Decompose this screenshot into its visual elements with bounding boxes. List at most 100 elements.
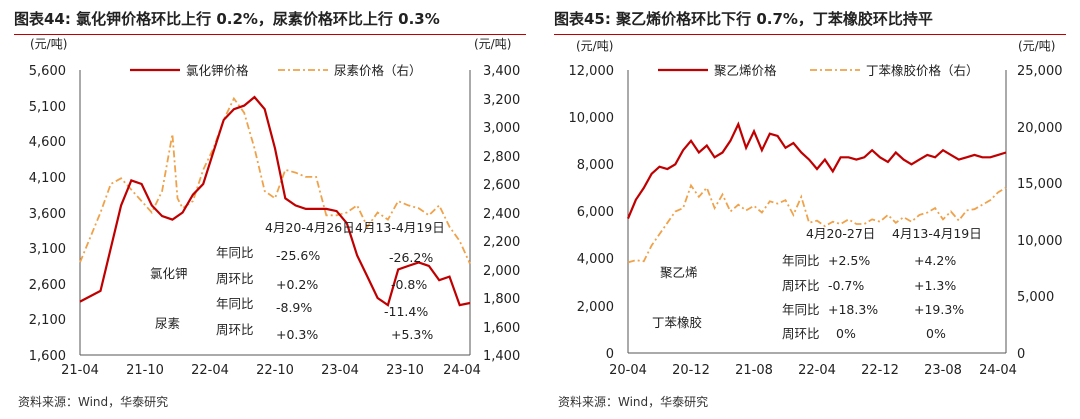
x-tick-label: 21-04 <box>61 363 99 378</box>
metric-value: +18.3% <box>828 302 878 317</box>
series-label: 丁苯橡胶 <box>652 315 702 330</box>
right-tick-label: 1,400 <box>483 349 520 364</box>
series-label: 氯化钾 <box>150 266 188 281</box>
left-tick-label: 3,600 <box>29 207 66 222</box>
metric-label: 周环比 <box>782 278 820 293</box>
left-tick-label: 10,000 <box>569 111 615 126</box>
title-divider <box>554 34 1066 35</box>
right-tick-label: 2,000 <box>483 264 520 279</box>
right-tick-label: 2,600 <box>483 178 520 193</box>
series-line-urea <box>79 96 471 265</box>
metric-label: 年同比 <box>782 302 820 317</box>
x-tick-label: 23-04 <box>321 363 359 378</box>
title-divider <box>14 34 526 35</box>
x-tick-label: 22-04 <box>798 363 836 378</box>
metric-value: -0.7% <box>828 278 864 293</box>
metric-label: 周环比 <box>216 271 254 286</box>
right-axis-unit: (元/吨) <box>474 37 511 51</box>
left-axis-unit: (元/吨) <box>576 39 613 53</box>
series-label: 聚乙烯 <box>660 265 698 280</box>
metric-value: +2.5% <box>828 253 870 268</box>
left-tick-label: 8,000 <box>577 158 614 173</box>
x-tick-label: 22-04 <box>191 363 229 378</box>
right-tick-label: 1,600 <box>483 321 520 336</box>
x-tick-label: 21-08 <box>735 363 773 378</box>
series-line-potash <box>79 95 471 307</box>
legend: 聚乙烯价格 丁苯橡胶价格（右） <box>658 63 979 78</box>
left-tick-label: 2,600 <box>29 278 66 293</box>
annotation-table: 4月20-4月26日 4月13-4月19日 氯化钾 尿素 年同比 -25.6% … <box>150 220 445 342</box>
series-line-sbr <box>627 183 1007 264</box>
chart-title: 图表44: 氯化钾价格环比上行 0.2%，尿素价格环比上行 0.3% <box>14 10 440 28</box>
right-tick-label: 3,200 <box>483 93 520 108</box>
right-tick-label: 10,000 <box>1017 234 1063 249</box>
legend-label-potash: 氯化钾价格 <box>186 63 249 78</box>
chart-panel-pe-sbr: 图表45: 聚乙烯价格环比下行 0.7%，丁苯橡胶环比持平 (元/吨) (元/吨… <box>540 0 1080 419</box>
left-tick-label: 4,000 <box>577 252 614 267</box>
metric-value: -0.8% <box>391 277 427 292</box>
left-tick-label: 2,000 <box>577 300 614 315</box>
left-tick-label: 12,000 <box>569 64 615 79</box>
right-tick-label: 3,000 <box>483 121 520 136</box>
right-tick-label: 2,400 <box>483 207 520 222</box>
metric-label: 年同比 <box>782 253 820 268</box>
metric-value: 0% <box>926 326 946 341</box>
left-tick-label: 4,600 <box>29 135 66 150</box>
metric-label: 周环比 <box>782 326 820 341</box>
metric-value: -8.9% <box>276 300 312 315</box>
chart-title: 图表45: 聚乙烯价格环比下行 0.7%，丁苯橡胶环比持平 <box>554 10 933 28</box>
x-tick-label: 23-08 <box>924 363 962 378</box>
right-tick-label: 15,000 <box>1017 177 1063 192</box>
annotation-table: 4月20-27日 4月13-4月19日 聚乙烯 丁苯橡胶 年同比 +2.5% +… <box>652 226 982 341</box>
right-y-ticks: 25,000 20,000 15,000 10,000 5,000 0 <box>1017 64 1063 362</box>
left-tick-label: 5,600 <box>29 64 66 79</box>
left-tick-label: 3,100 <box>29 242 66 257</box>
x-tick-label: 22-12 <box>861 363 899 378</box>
metric-label: 年同比 <box>216 296 254 311</box>
right-tick-label: 5,000 <box>1017 290 1054 305</box>
metric-label: 年同比 <box>216 245 254 260</box>
legend: 氯化钾价格 尿素价格（右） <box>130 63 422 78</box>
left-tick-label: 4,100 <box>29 171 66 186</box>
metric-value: 0% <box>836 326 856 341</box>
x-tick-label: 20-04 <box>609 363 647 378</box>
left-tick-label: 0 <box>606 347 614 362</box>
series-label: 尿素 <box>155 316 180 331</box>
right-tick-label: 20,000 <box>1017 121 1063 136</box>
x-tick-label: 24-04 <box>979 363 1017 378</box>
right-axis-unit: (元/吨) <box>1018 39 1055 53</box>
metric-value: -11.4% <box>384 304 428 319</box>
left-axis-unit: (元/吨) <box>30 37 67 51</box>
left-y-ticks: 12,000 10,000 8,000 6,000 4,000 2,000 0 <box>569 64 615 362</box>
metric-value: +0.3% <box>276 327 318 342</box>
period-header: 4月20-4月26日 <box>265 220 355 235</box>
right-tick-label: 3,400 <box>483 64 520 79</box>
period-header: 4月13-4月19日 <box>355 220 445 235</box>
metric-value: +1.3% <box>914 278 956 293</box>
left-tick-label: 5,100 <box>29 100 66 115</box>
x-tick-label: 24-04 <box>443 363 481 378</box>
source-note: 资料来源：Wind，华泰研究 <box>558 395 709 409</box>
period-header: 4月20-27日 <box>806 226 875 241</box>
left-tick-label: 1,600 <box>29 349 66 364</box>
metric-label: 周环比 <box>216 322 254 337</box>
chart-svg: (元/吨) (元/吨) 12,000 10,000 8,000 6,000 4,… <box>569 39 1063 378</box>
metric-value: +19.3% <box>914 302 964 317</box>
legend-label-urea: 尿素价格（右） <box>334 63 422 78</box>
metric-value: +5.3% <box>391 327 433 342</box>
period-header: 4月13-4月19日 <box>892 226 982 241</box>
metric-value: -25.6% <box>276 248 320 263</box>
metric-value: +0.2% <box>276 277 318 292</box>
series-line-pe <box>626 121 1007 220</box>
left-tick-label: 6,000 <box>577 205 614 220</box>
x-ticks: 20-04 20-12 21-08 22-04 22-12 23-08 24-0… <box>609 363 1017 378</box>
x-tick-label: 20-12 <box>672 363 710 378</box>
legend-label-pe: 聚乙烯价格 <box>714 63 777 78</box>
metric-value: -26.2% <box>389 250 433 265</box>
chart-svg: (元/吨) (元/吨) 5,600 5,100 4,600 4,100 3,60… <box>29 37 520 378</box>
left-tick-label: 2,100 <box>29 313 66 328</box>
right-tick-label: 2,800 <box>483 150 520 165</box>
x-tick-label: 21-10 <box>126 363 164 378</box>
left-y-ticks: 5,600 5,100 4,600 4,100 3,600 3,100 2,60… <box>29 64 66 364</box>
chart-panel-potash-urea: 图表44: 氯化钾价格环比上行 0.2%，尿素价格环比上行 0.3% (元/吨)… <box>14 10 526 409</box>
